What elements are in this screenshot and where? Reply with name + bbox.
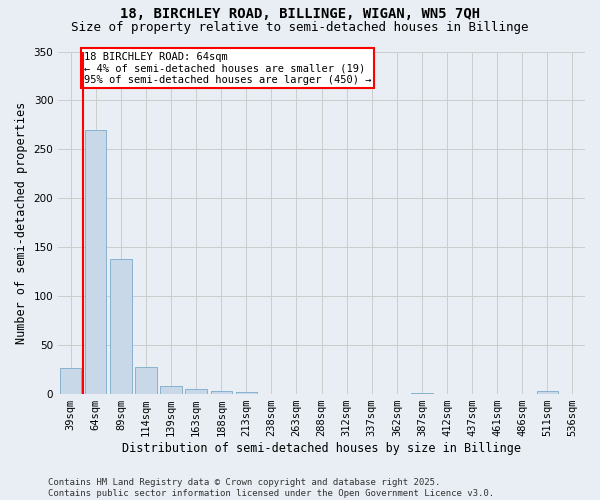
Bar [85, 130, 106, 394]
Bar [185, 389, 207, 394]
Bar [160, 386, 182, 394]
X-axis label: Distribution of semi-detached houses by size in Billinge: Distribution of semi-detached houses by … [122, 442, 521, 455]
Bar [236, 392, 257, 394]
Bar [411, 393, 433, 394]
Bar [211, 391, 232, 394]
Text: 18, BIRCHLEY ROAD, BILLINGE, WIGAN, WN5 7QH: 18, BIRCHLEY ROAD, BILLINGE, WIGAN, WN5 … [120, 8, 480, 22]
Bar [537, 391, 558, 394]
Text: Contains HM Land Registry data © Crown copyright and database right 2025.
Contai: Contains HM Land Registry data © Crown c… [48, 478, 494, 498]
Text: 18 BIRCHLEY ROAD: 64sqm
← 4% of semi-detached houses are smaller (19)
95% of sem: 18 BIRCHLEY ROAD: 64sqm ← 4% of semi-det… [84, 52, 371, 84]
Y-axis label: Number of semi-detached properties: Number of semi-detached properties [15, 102, 28, 344]
Text: Size of property relative to semi-detached houses in Billinge: Size of property relative to semi-detach… [71, 22, 529, 35]
Bar [60, 368, 82, 394]
Bar [136, 366, 157, 394]
Bar [110, 259, 131, 394]
